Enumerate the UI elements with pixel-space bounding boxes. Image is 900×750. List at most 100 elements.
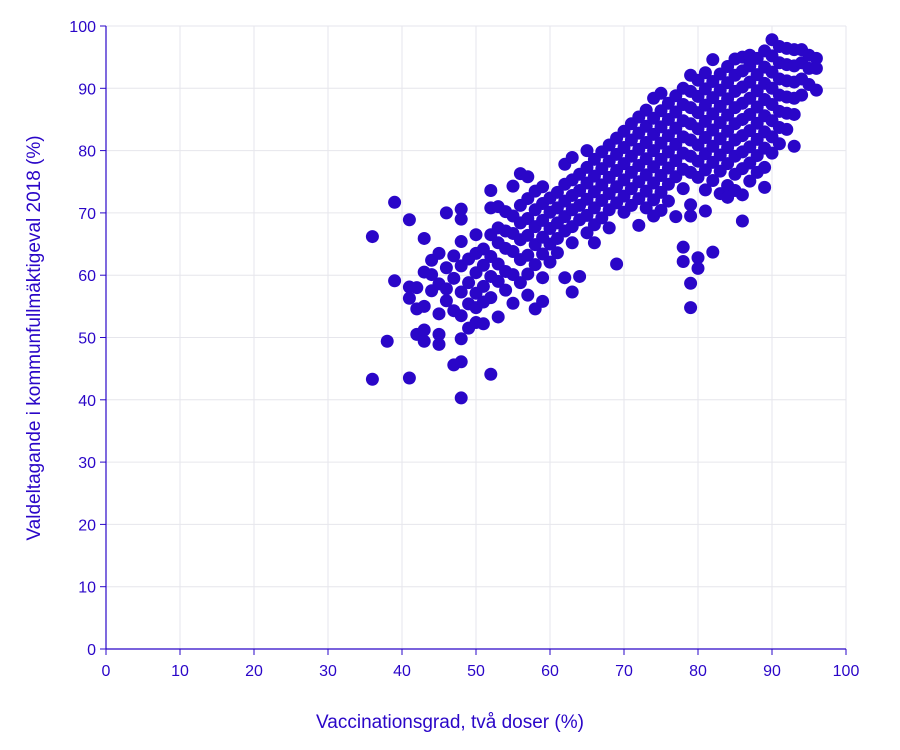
y-tick-label: 20: [78, 517, 96, 534]
x-tick-label: 60: [541, 663, 559, 680]
x-tick-label: 70: [615, 663, 633, 680]
data-point: [454, 355, 468, 369]
data-point: [772, 137, 786, 151]
data-point: [676, 254, 690, 268]
gridlines: [106, 25, 847, 649]
data-point: [521, 248, 535, 262]
data-point: [439, 294, 453, 308]
data-point: [432, 337, 446, 351]
data-point: [462, 276, 476, 290]
y-tick-label: 50: [78, 331, 96, 348]
x-axis-title: Vaccinationsgrad, två doser (%): [316, 712, 584, 733]
data-point: [758, 160, 772, 174]
data-point: [476, 317, 490, 331]
x-tick-label: 80: [689, 663, 707, 680]
y-tick-label: 40: [78, 393, 96, 410]
data-point: [809, 83, 823, 97]
data-point: [469, 228, 483, 242]
x-tick-label: 10: [171, 663, 189, 680]
data-point: [521, 288, 535, 302]
axes: [100, 25, 847, 655]
y-tick-label: 90: [78, 81, 96, 98]
data-point: [439, 261, 453, 275]
data-point: [521, 267, 535, 281]
y-tick-label: 30: [78, 455, 96, 472]
data-point: [454, 235, 468, 249]
data-point: [439, 206, 453, 220]
data-point: [447, 249, 461, 263]
data-point: [454, 332, 468, 346]
data-point: [388, 274, 402, 288]
data-point: [484, 183, 498, 197]
data-point: [454, 309, 468, 323]
y-tick-label: 0: [87, 642, 96, 659]
data-point: [365, 372, 379, 386]
data-point: [491, 274, 505, 288]
data-point: [684, 209, 698, 223]
data-point: [780, 122, 794, 136]
data-point: [417, 323, 431, 337]
data-point: [499, 283, 513, 297]
data-point: [439, 282, 453, 296]
data-point: [402, 371, 416, 385]
y-tick-labels: 0 10 20 30 40 50 60 70 80 90 100: [69, 19, 96, 659]
data-point: [580, 144, 594, 158]
data-point: [610, 257, 624, 271]
data-point: [454, 391, 468, 405]
data-point: [698, 66, 712, 80]
data-point: [632, 218, 646, 232]
data-point: [402, 213, 416, 227]
data-point: [669, 210, 683, 224]
data-point: [550, 246, 564, 260]
data-point: [565, 236, 579, 250]
data-point: [447, 271, 461, 285]
data-point: [484, 367, 498, 381]
data-point: [691, 261, 705, 275]
data-point: [676, 240, 690, 254]
x-tick-label: 20: [245, 663, 263, 680]
data-point: [654, 86, 668, 100]
y-tick-label: 100: [69, 19, 96, 36]
data-point: [484, 291, 498, 305]
data-point: [543, 255, 557, 269]
data-point: [521, 228, 535, 242]
data-point: [698, 183, 712, 197]
data-point: [521, 170, 535, 184]
x-tick-label: 0: [102, 663, 111, 680]
data-point: [536, 271, 550, 285]
x-tick-label: 100: [833, 663, 860, 680]
data-point: [706, 53, 720, 67]
data-point: [565, 285, 579, 299]
data-point: [735, 214, 749, 228]
data-point: [795, 88, 809, 102]
data-point: [698, 204, 712, 218]
data-point: [425, 268, 439, 282]
y-tick-label: 80: [78, 144, 96, 161]
data-point: [454, 212, 468, 226]
data-point: [654, 203, 668, 217]
y-tick-label: 70: [78, 206, 96, 223]
data-point: [676, 182, 690, 196]
data-point: [558, 271, 572, 285]
data-point: [706, 174, 720, 188]
data-point: [402, 291, 416, 305]
data-point: [491, 310, 505, 324]
data-point: [587, 236, 601, 250]
data-point: [432, 307, 446, 321]
data-point: [787, 139, 801, 153]
data-point: [735, 188, 749, 202]
data-point: [476, 279, 490, 293]
y-tick-label: 10: [78, 580, 96, 597]
data-point: [417, 299, 431, 313]
data-point: [765, 146, 779, 160]
data-point: [476, 258, 490, 272]
data-point: [684, 198, 698, 212]
x-tick-label: 90: [763, 663, 781, 680]
y-axis-title: Valdeltagande i kommunfullmäktigeval 201…: [24, 135, 45, 540]
x-tick-label: 50: [467, 663, 485, 680]
data-point: [380, 334, 394, 348]
data-point: [506, 296, 520, 310]
data-point: [691, 251, 705, 265]
data-point: [432, 327, 446, 341]
